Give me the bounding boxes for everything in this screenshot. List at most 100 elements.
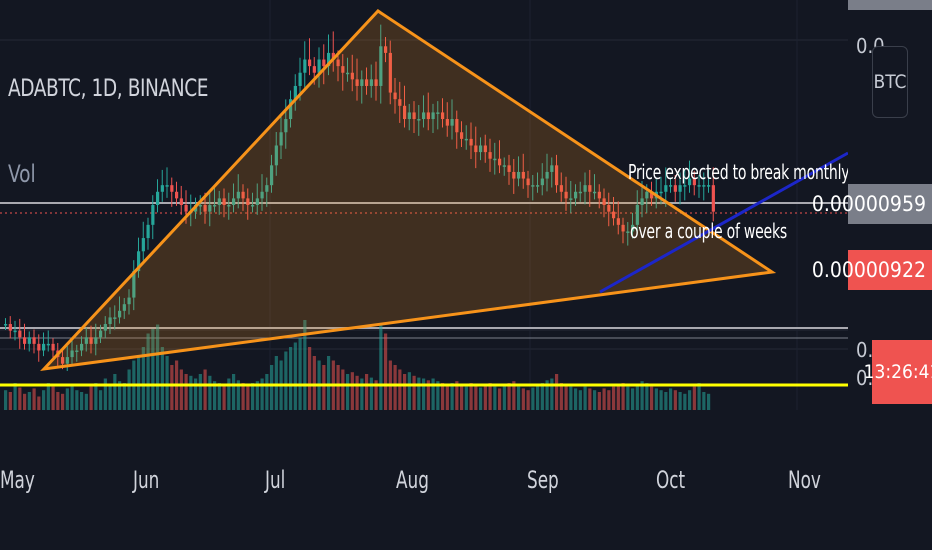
candle[interactable] — [303, 59, 307, 73]
candle[interactable] — [246, 198, 250, 205]
candle[interactable] — [84, 337, 88, 344]
candle[interactable] — [13, 330, 17, 333]
candle[interactable] — [75, 350, 79, 352]
candle[interactable] — [707, 185, 711, 187]
candle[interactable] — [293, 85, 297, 100]
candle[interactable] — [270, 165, 274, 186]
candle[interactable] — [350, 72, 354, 80]
triangle-pattern[interactable] — [40, 9, 777, 372]
candle[interactable] — [426, 112, 430, 120]
candle[interactable] — [483, 145, 487, 153]
candle[interactable] — [384, 46, 388, 53]
candle[interactable] — [659, 191, 663, 194]
candle[interactable] — [502, 165, 506, 167]
candle[interactable] — [702, 185, 706, 187]
candle[interactable] — [208, 205, 212, 212]
candle[interactable] — [374, 79, 378, 86]
candle[interactable] — [626, 231, 630, 233]
candle[interactable] — [61, 357, 65, 364]
candle[interactable] — [526, 178, 530, 186]
candle[interactable] — [431, 112, 435, 120]
candle[interactable] — [274, 145, 278, 166]
candle[interactable] — [650, 191, 654, 199]
candle[interactable] — [198, 205, 202, 207]
candle[interactable] — [536, 185, 540, 187]
annotation-line-2[interactable]: over a couple of weeks — [630, 219, 787, 243]
candle[interactable] — [165, 185, 169, 187]
candle[interactable] — [175, 191, 179, 199]
candle[interactable] — [498, 158, 502, 166]
candle[interactable] — [569, 198, 573, 200]
candle[interactable] — [531, 185, 535, 187]
candle[interactable] — [160, 185, 164, 192]
candle[interactable] — [488, 152, 492, 159]
candle[interactable] — [635, 205, 639, 225]
candle[interactable] — [308, 59, 312, 67]
candle[interactable] — [298, 72, 302, 86]
candle[interactable] — [683, 185, 687, 187]
candle[interactable] — [673, 185, 677, 192]
candle[interactable] — [141, 238, 145, 252]
candle[interactable] — [322, 59, 326, 67]
candle[interactable] — [27, 337, 31, 344]
candle[interactable] — [65, 357, 69, 364]
annotation-line-1[interactable]: Price expected to break monthly level — [628, 160, 886, 184]
candle[interactable] — [46, 343, 50, 346]
candle[interactable] — [521, 171, 525, 179]
candle[interactable] — [179, 198, 183, 205]
candle[interactable] — [23, 337, 27, 344]
candle[interactable] — [42, 343, 46, 351]
candle[interactable] — [398, 99, 402, 106]
candle[interactable] — [388, 52, 392, 93]
candle[interactable] — [184, 205, 188, 212]
candle[interactable] — [631, 224, 635, 232]
candle[interactable] — [436, 112, 440, 114]
candle[interactable] — [70, 350, 74, 358]
candle[interactable] — [260, 191, 264, 199]
candle[interactable] — [279, 132, 283, 146]
candle[interactable] — [403, 105, 407, 120]
candle[interactable] — [493, 158, 497, 161]
candle[interactable] — [118, 310, 122, 318]
candle[interactable] — [360, 79, 364, 86]
candle[interactable] — [711, 185, 715, 212]
candle[interactable] — [365, 79, 369, 86]
candle[interactable] — [602, 198, 606, 205]
candle[interactable] — [479, 145, 483, 153]
candle[interactable] — [255, 198, 259, 205]
candle[interactable] — [412, 112, 416, 120]
candle[interactable] — [597, 191, 601, 199]
candle[interactable] — [203, 205, 207, 212]
candle[interactable] — [555, 165, 559, 186]
candle[interactable] — [8, 324, 12, 331]
candle[interactable] — [678, 185, 682, 192]
candle[interactable] — [127, 297, 131, 305]
candle[interactable] — [369, 79, 373, 86]
candle[interactable] — [103, 324, 107, 331]
candle[interactable] — [108, 317, 112, 325]
candle[interactable] — [251, 205, 255, 207]
candle[interactable] — [507, 165, 511, 172]
candle[interactable] — [37, 343, 41, 351]
candle[interactable] — [379, 46, 383, 86]
candle[interactable] — [317, 59, 321, 73]
candle[interactable] — [422, 112, 426, 120]
candle[interactable] — [464, 138, 468, 141]
candle[interactable] — [669, 185, 673, 187]
candle[interactable] — [474, 145, 478, 153]
candle[interactable] — [645, 191, 649, 199]
candle[interactable] — [578, 191, 582, 194]
candle[interactable] — [517, 171, 521, 179]
candle[interactable] — [4, 324, 8, 326]
candle[interactable] — [355, 79, 359, 86]
candle[interactable] — [450, 119, 454, 126]
candle[interactable] — [265, 185, 269, 192]
candle[interactable] — [222, 198, 226, 205]
candle[interactable] — [122, 304, 126, 311]
candle[interactable] — [593, 191, 597, 194]
candle[interactable] — [156, 191, 160, 205]
candle[interactable] — [607, 205, 611, 212]
candle[interactable] — [559, 185, 563, 192]
candle[interactable] — [469, 138, 473, 146]
